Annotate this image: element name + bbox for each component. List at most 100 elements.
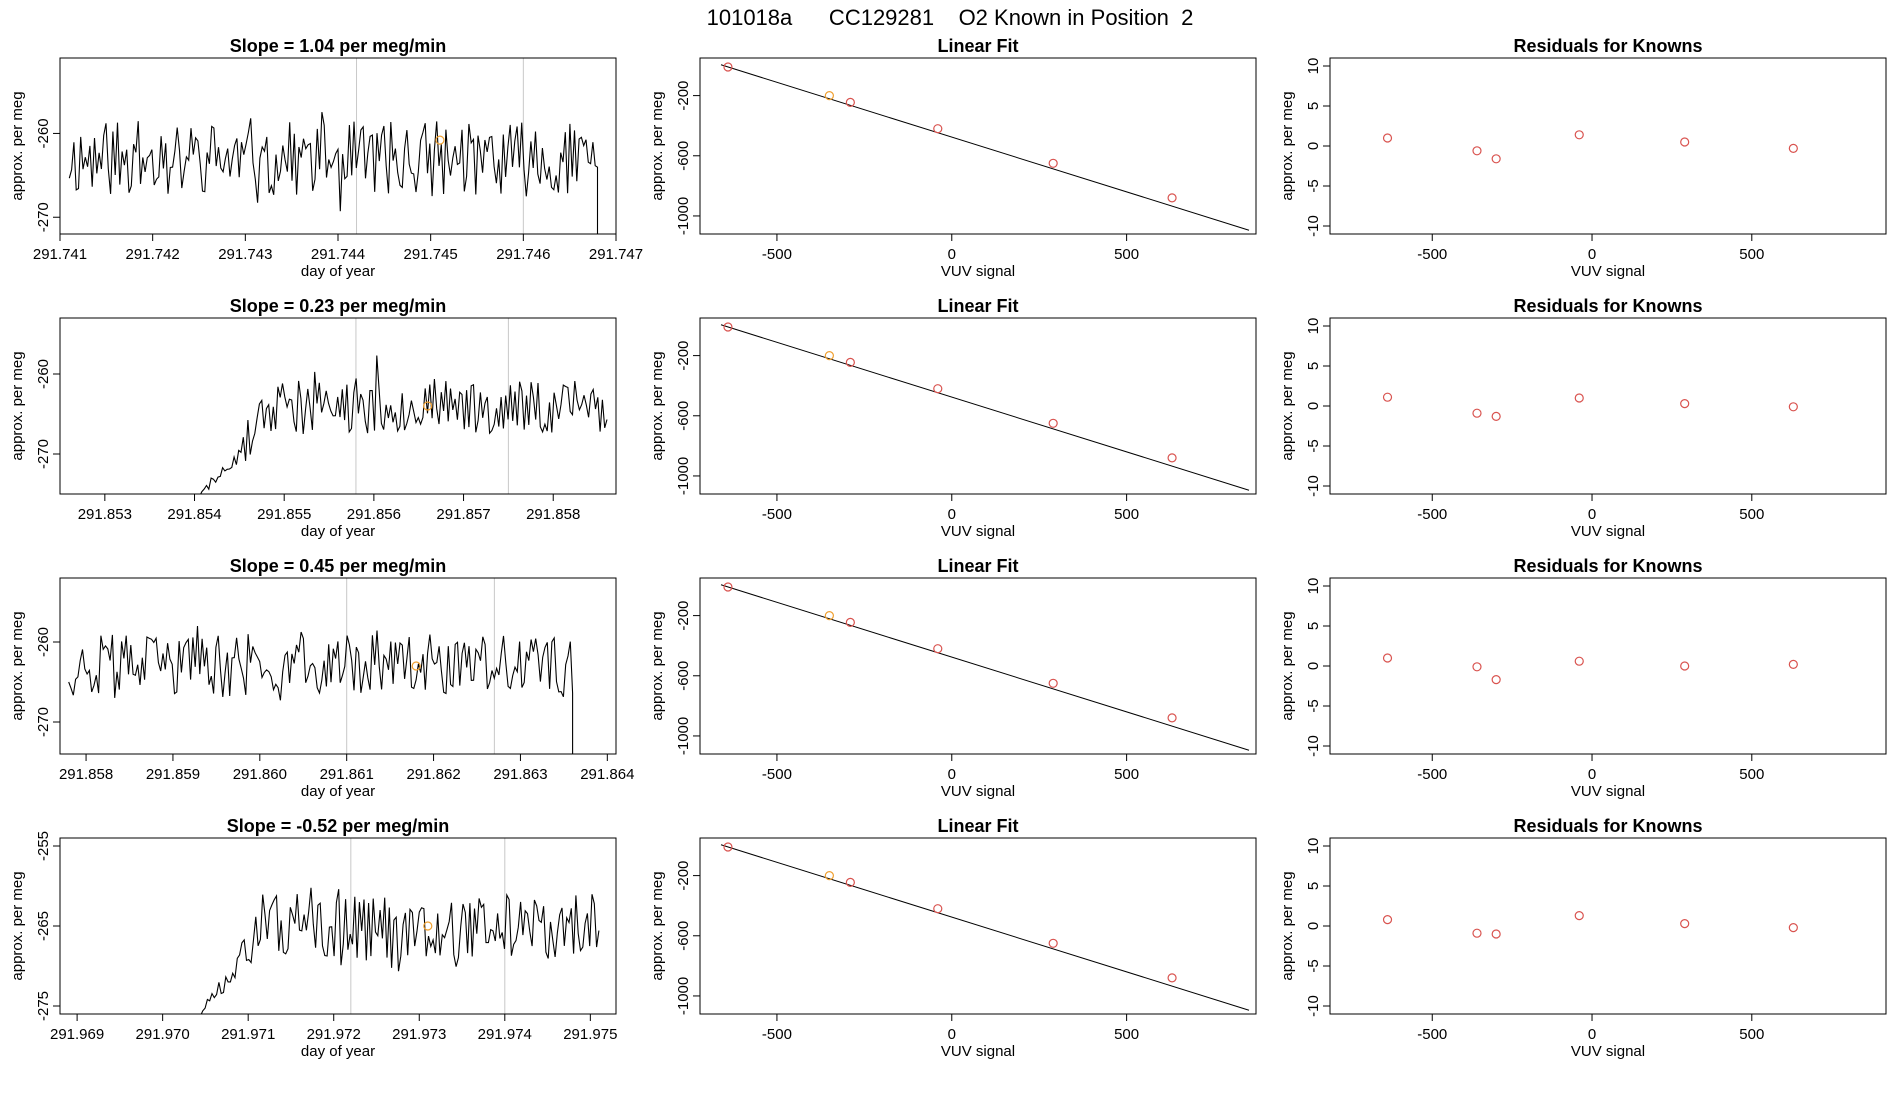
fit-line [720, 324, 1250, 491]
x-tick-label: 291.741 [33, 246, 87, 263]
x-tick-label: -500 [762, 1026, 792, 1043]
x-tick-label: 291.973 [392, 1026, 446, 1043]
panel-8: Linear Fit -500 0 500 -200 -600 -1000 VUV signa… [649, 556, 1257, 800]
panel-1: Slope = 1.04 per meg/min 291.741 291.742 29… [9, 36, 643, 280]
data-point-3 [845, 357, 855, 367]
y-axis-label: approx. per meg [649, 611, 666, 720]
y-tick-label: -275 [35, 991, 52, 1021]
plot-area [720, 322, 1250, 491]
y-tick-label: 0 [1305, 662, 1322, 670]
plot-area [68, 578, 574, 754]
x-tick-label: 291.743 [218, 246, 272, 263]
panel-7: Slope = 0.45 per meg/min 291.858 291.859 29… [9, 556, 634, 800]
data-point-6 [1788, 659, 1798, 670]
y-tick-label: -600 [675, 401, 692, 431]
panel-title: Linear Fit [937, 816, 1018, 836]
x-tick-label: -500 [762, 506, 792, 523]
data-point-3 [845, 617, 855, 627]
x-tick-label: 291.747 [589, 246, 643, 263]
plot-area [720, 62, 1250, 231]
y-tick-label: -1000 [675, 717, 692, 755]
panel-3: Residuals for Knowns -500 0 500 10 5 0 -5 -10 VUV… [1279, 36, 1887, 280]
data-point-4 [933, 644, 943, 654]
x-tick-label: 291.970 [136, 1026, 190, 1043]
fit-line [720, 584, 1250, 751]
trace-line [200, 355, 608, 494]
x-tick-label: 500 [1114, 766, 1139, 783]
data-point-5 [1048, 158, 1058, 168]
highlight-point [423, 401, 433, 411]
data-point-5 [1048, 938, 1058, 948]
x-tick-label: 291.972 [307, 1026, 361, 1043]
y-tick-label: -1000 [675, 457, 692, 495]
x-axis-label: day of year [301, 263, 375, 280]
data-point-2 [1472, 146, 1482, 156]
y-tick-label: -200 [675, 601, 692, 631]
x-tick-label: -500 [762, 766, 792, 783]
data-point-3 [845, 97, 855, 107]
y-tick-label: -200 [675, 341, 692, 371]
highlight-point [423, 921, 433, 931]
data-point-1 [1382, 392, 1393, 402]
data-point-4 [933, 384, 943, 394]
plot-area [1382, 392, 1798, 421]
y-tick-label: -260 [35, 118, 52, 148]
panel-title: Slope = 0.45 per meg/min [230, 556, 447, 576]
y-axis-label: approx. per meg [1279, 611, 1296, 720]
plot-frame [59, 577, 617, 755]
x-tick-label: 291.744 [311, 246, 365, 263]
data-point-2 [1472, 928, 1482, 938]
x-tick-label: 0 [1588, 1026, 1596, 1043]
x-tick-label: 291.863 [493, 766, 547, 783]
x-tick-label: 291.859 [146, 766, 200, 783]
y-tick-label: -600 [675, 921, 692, 951]
y-tick-label: -5 [1305, 699, 1322, 712]
y-axis-label: approx. per meg [649, 871, 666, 980]
y-tick-label: 5 [1305, 882, 1322, 890]
y-tick-label: -260 [35, 359, 52, 389]
y-tick-label: -10 [1305, 215, 1322, 237]
y-tick-label: 10 [1305, 838, 1322, 855]
data-point-3 [1491, 154, 1501, 164]
data-point-1 [1382, 914, 1393, 925]
y-tick-label: -200 [675, 861, 692, 891]
plot-area [1382, 130, 1798, 164]
y-tick-label: -1000 [675, 197, 692, 235]
data-point-5 [1680, 661, 1690, 671]
x-tick-label: 500 [1114, 506, 1139, 523]
data-point-4 [1574, 130, 1584, 140]
y-axis-label: approx. per meg [9, 871, 26, 980]
y-axis-label: approx. per meg [9, 91, 26, 200]
plot-frame [699, 57, 1257, 235]
panel-title: Residuals for Knowns [1513, 36, 1702, 56]
panel-5: Linear Fit -500 0 500 -200 -600 -1000 VUV signa… [649, 296, 1257, 540]
data-point-5 [1048, 418, 1058, 428]
figure-title: 101018a CC129281 O2 Known in Position 2 [707, 5, 1194, 30]
x-tick-label: 291.854 [167, 506, 221, 523]
x-axis-label: day of year [301, 523, 375, 540]
x-tick-label: 500 [1114, 1026, 1139, 1043]
data-point-1 [723, 842, 733, 852]
y-axis-label: approx. per meg [9, 611, 26, 720]
y-tick-label: -5 [1305, 179, 1322, 192]
y-tick-label: 5 [1305, 622, 1322, 630]
fit-line [720, 844, 1250, 1011]
data-point-2 [1472, 408, 1482, 418]
plot-frame [59, 317, 617, 495]
x-tick-label: 500 [1739, 246, 1764, 263]
y-axis-label: approx. per meg [649, 91, 666, 200]
x-axis-label: VUV signal [1571, 263, 1645, 280]
trace-line [68, 625, 574, 754]
x-tick-label: -500 [1417, 246, 1447, 263]
data-point-3 [1491, 929, 1501, 939]
panel-title: Residuals for Knowns [1513, 296, 1702, 316]
y-axis-label: approx. per meg [1279, 351, 1296, 460]
x-tick-label: 291.862 [406, 766, 460, 783]
panel-title: Linear Fit [937, 556, 1018, 576]
x-axis-label: VUV signal [1571, 1043, 1645, 1060]
y-tick-label: 10 [1305, 58, 1322, 75]
x-tick-label: 291.971 [221, 1026, 275, 1043]
x-axis-label: VUV signal [941, 523, 1015, 540]
x-tick-label: 0 [1588, 766, 1596, 783]
